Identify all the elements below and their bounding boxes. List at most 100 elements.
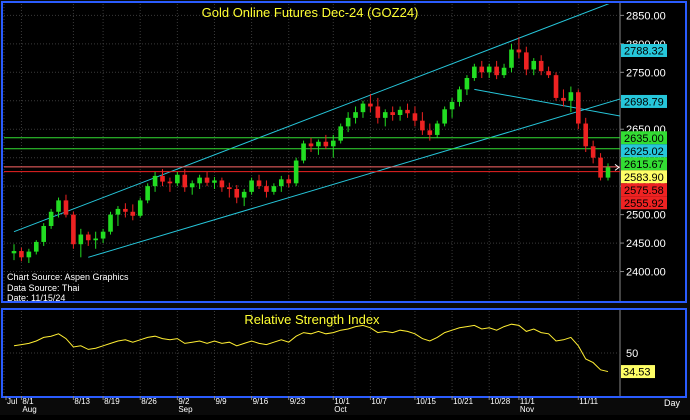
candle-body [219,180,225,188]
candle-body [160,175,165,182]
candle-body [524,52,529,70]
candle-body [234,189,240,198]
candle-body [323,141,329,147]
price-level-badge [621,43,667,57]
candle-body [41,226,47,242]
candle-body [457,89,462,102]
price-level-value: 2635.00 [624,133,664,145]
date-tick-label: 9/16 [253,397,269,406]
candle-body [546,71,551,76]
candle-body [130,211,136,216]
rsi-value-badge [621,365,655,379]
candle-body [167,181,173,184]
rsi-chart-title: Relative Strength Index [244,312,380,327]
date-tick-label: 8/19 [104,397,120,406]
price-panel [1,1,687,303]
trend-line [88,98,620,258]
price-level-value: 2698.79 [624,96,664,108]
candle-body [472,66,477,78]
candle-body [583,123,589,147]
date-tick-label: 10/21 [453,397,474,406]
candle-body [316,141,321,147]
candle-body [561,97,566,101]
month-label: Oct [334,405,347,414]
candle-body [264,186,269,192]
candle-body [568,92,574,101]
info-line-date: Date: 11/15/24 [7,293,65,303]
candle-body [375,106,381,118]
candle-body [301,143,306,161]
candle-body [479,66,485,73]
candle-body [420,120,425,131]
candle-body [345,117,351,127]
candle-body [56,200,61,212]
date-tick-label: 10/1 [334,397,350,406]
date-tick-label: 11/1 [520,397,536,406]
candle-body [19,251,24,258]
candle-body [108,214,113,232]
candle-body [256,180,262,187]
date-tick-label: 11/11 [579,397,598,406]
price-level-value: 2575.58 [624,185,664,197]
price-chart-title: Gold Online Futures Dec-24 (GOZ24) [202,5,419,20]
info-line-data: Data Source: Thai [7,283,79,293]
candle-body [152,175,158,187]
candle-body [598,157,603,178]
candle-body [449,101,455,110]
candle-body [412,113,418,121]
candle-body [531,60,537,70]
candle-body [115,208,121,215]
candle-body [382,112,388,118]
candle-body [330,140,336,147]
price-level-badge [621,144,667,158]
candle-body [71,214,76,245]
candle-body [63,200,69,215]
candle-body [501,67,507,76]
candle-body [368,103,373,107]
candle-body [182,174,188,188]
candle-body [590,146,596,158]
price-tick-label: 2850.00 [626,10,666,22]
candle-body [486,66,492,73]
candle-body [26,251,32,258]
candle-body [353,112,358,118]
rsi-line [13,323,609,373]
price-level-value: 2555.92 [624,198,664,210]
price-level-badge [621,196,667,210]
candle-body [293,160,299,184]
candle-body [93,238,98,241]
candle-body [538,60,544,72]
candle-body [605,167,611,178]
candle-body [100,231,106,239]
candle-body [360,103,366,113]
candle-body [286,179,292,184]
candle-body [442,109,447,124]
candle-body [338,126,344,141]
month-label: Nov [520,405,534,414]
date-tick-label: 8/13 [74,397,90,406]
candle-body [390,112,395,115]
price-level-badge [621,157,667,171]
trend-line [13,4,610,233]
candle-body [33,241,39,252]
info-line-source: Chart Source: Aspen Graphics [7,272,129,282]
date-tick-label: 10/28 [490,397,511,406]
candle-body [227,187,232,189]
month-label: Sep [178,405,193,414]
month-label: Aug [22,405,36,414]
price-level-value: 2625.02 [624,146,664,158]
candle-body [494,66,499,76]
candle-body [516,49,522,53]
price-level-badge [621,131,667,145]
rsi-tick-label: 50 [626,348,638,360]
candle-body [271,186,277,192]
date-tick-label: 9/2 [178,397,190,406]
candle-body [123,208,128,212]
candle-body [278,179,284,187]
date-tick-label: 8/1 [22,397,34,406]
price-tick-label: 2750.00 [626,67,666,79]
trend-line [474,88,620,117]
candle-body [575,92,581,124]
